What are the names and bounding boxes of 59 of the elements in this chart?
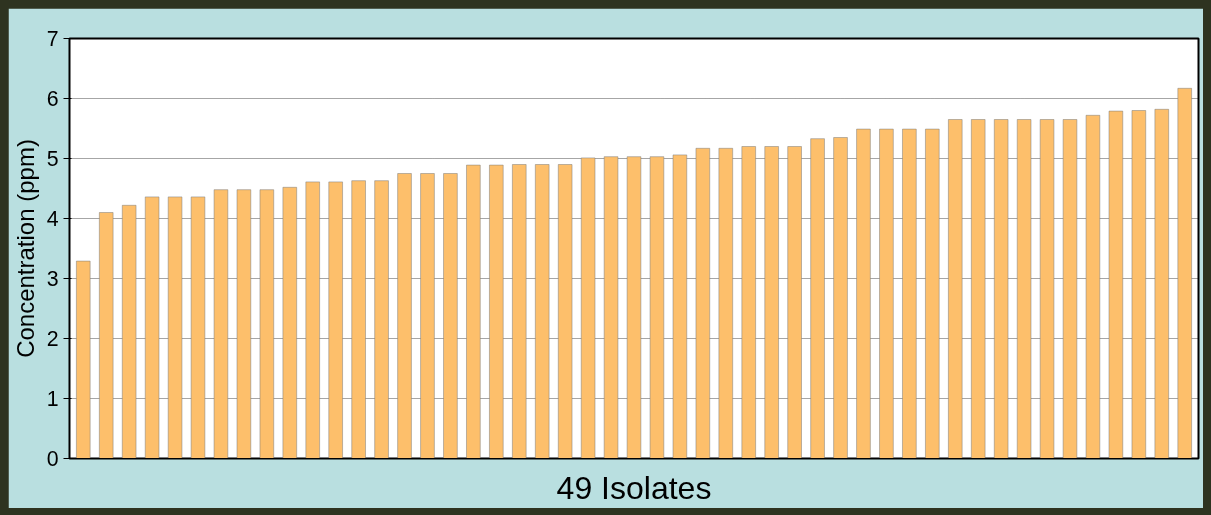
bar: [76, 260, 91, 459]
bar: [879, 128, 894, 459]
bar: [902, 128, 917, 459]
bar: [718, 148, 733, 459]
bar: [328, 181, 343, 459]
bar: [443, 173, 458, 459]
y-axis-title: Concentration (ppm): [11, 139, 39, 358]
bar: [994, 119, 1009, 459]
bar: [810, 138, 825, 459]
bar: [1177, 88, 1192, 459]
bar: [1039, 119, 1055, 459]
y-tick-label: 3: [46, 267, 59, 291]
bar: [122, 205, 137, 459]
bar: [1085, 115, 1101, 459]
y-tick-label: 0: [46, 447, 59, 471]
bar: [603, 156, 619, 459]
y-tick-label: 2: [46, 327, 59, 351]
bar: [741, 146, 756, 459]
y-tick-label: 7: [46, 27, 59, 51]
bar: [190, 196, 206, 459]
bar: [1108, 110, 1124, 459]
bar: [580, 157, 596, 459]
bar: [282, 187, 297, 459]
bar: [213, 189, 229, 459]
bar: [971, 119, 986, 459]
bar: [512, 164, 527, 459]
bar: [167, 196, 183, 459]
bar: [535, 164, 550, 459]
bar: [1154, 109, 1169, 459]
bar: [558, 164, 573, 459]
bar: [99, 212, 114, 459]
bar: [305, 181, 320, 459]
y-tick-label: 5: [46, 147, 59, 171]
bar: [397, 173, 412, 459]
bar: [1016, 119, 1032, 459]
bar: [695, 148, 710, 459]
bar: [374, 180, 389, 459]
bar: [925, 128, 940, 459]
bar: [144, 196, 160, 459]
bar: [236, 189, 252, 459]
x-axis-title: 49 Isolates: [556, 469, 712, 506]
bar: [1131, 110, 1146, 459]
y-tick-label: 6: [46, 87, 59, 111]
bar: [833, 137, 848, 459]
bar: [764, 146, 779, 459]
bar: [351, 180, 366, 459]
bar: [856, 128, 871, 459]
bar: [420, 173, 435, 459]
bar: [259, 189, 274, 459]
bar: [1062, 119, 1078, 459]
bar: [489, 164, 504, 459]
bar: [948, 119, 963, 459]
bar: [672, 154, 688, 459]
y-tick-label: 4: [46, 207, 59, 231]
bar: [649, 156, 665, 459]
y-tick-label: 1: [46, 387, 59, 411]
bar: [626, 156, 642, 459]
bar: [466, 164, 481, 459]
bar: [787, 146, 802, 459]
